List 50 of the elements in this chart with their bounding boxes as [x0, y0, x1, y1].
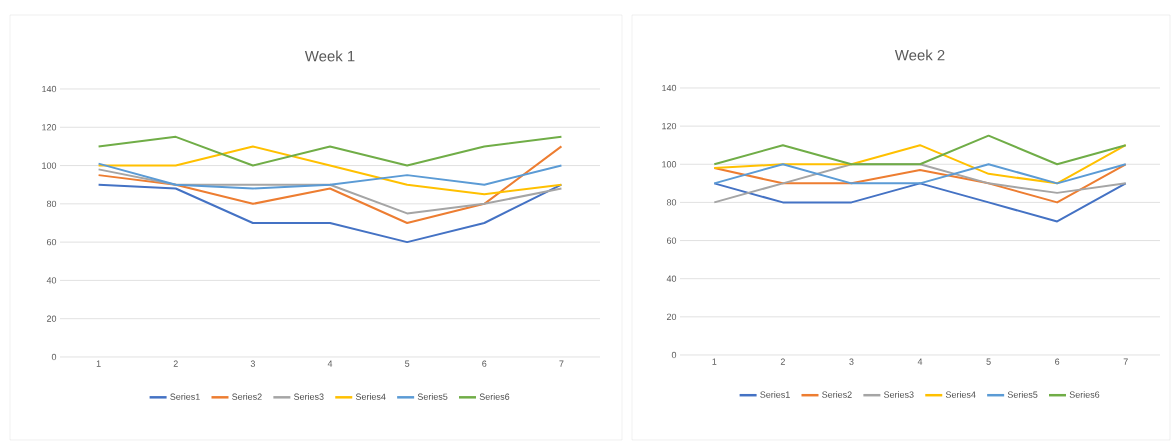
legend-label: Series3 [884, 391, 914, 398]
x-tick-label: 1 [712, 358, 717, 365]
y-tick-label: 80 [46, 200, 57, 208]
y-tick-label: 100 [42, 162, 57, 169]
line-series [97, 183, 563, 244]
line-series [97, 145, 563, 196]
y-tick-label: 40 [46, 277, 57, 284]
legend-label: Series5 [1007, 391, 1038, 398]
x-tick-label: 3 [849, 358, 854, 365]
x-tick-label: 6 [1055, 358, 1060, 365]
y-tick-label: 20 [666, 313, 677, 321]
y-tick-label: 60 [666, 237, 677, 244]
y-tick-label: 120 [42, 124, 57, 131]
legend-label: Series1 [170, 393, 200, 400]
y-tick-label: 0 [51, 353, 57, 361]
legend-label: Series5 [417, 393, 448, 400]
legend-label: Series4 [355, 393, 386, 400]
legend-label: Series3 [294, 393, 324, 400]
x-tick-label: 1 [96, 360, 101, 367]
line-series [97, 162, 563, 190]
y-tick-label: 80 [666, 199, 677, 206]
legend-label: Series4 [945, 391, 976, 398]
x-tick-label: 6 [482, 360, 487, 367]
x-tick-label: 2 [173, 360, 178, 367]
y-tick-label: 100 [662, 161, 677, 168]
y-tick-label: 0 [671, 351, 677, 359]
legend-label: Series6 [479, 393, 510, 400]
x-tick-label: 7 [1123, 358, 1128, 365]
y-tick-label: 20 [46, 315, 57, 322]
x-tick-label: 5 [986, 358, 991, 365]
x-tick-label: 4 [327, 360, 333, 367]
y-tick-label: 120 [662, 122, 677, 130]
y-tick-label: 140 [42, 85, 57, 93]
x-tick-label: 5 [405, 360, 410, 367]
line-series [713, 163, 1127, 204]
y-tick-label: 140 [662, 84, 677, 92]
x-tick-label: 7 [559, 360, 564, 367]
chart-title: Week 2 [894, 49, 945, 61]
chart-title: Week 1 [304, 50, 355, 62]
x-tick-label: 3 [250, 360, 255, 367]
x-tick-label: 2 [780, 358, 785, 365]
legend-label: Series1 [760, 391, 790, 398]
x-tick-label: 4 [917, 358, 923, 365]
legend-label: Series2 [232, 393, 262, 400]
y-tick-label: 40 [666, 275, 677, 282]
legend-label: Series6 [1069, 391, 1100, 398]
line-series [97, 145, 563, 224]
line-series [713, 144, 1127, 185]
legend-label: Series2 [822, 391, 852, 398]
y-tick-label: 60 [46, 238, 57, 246]
